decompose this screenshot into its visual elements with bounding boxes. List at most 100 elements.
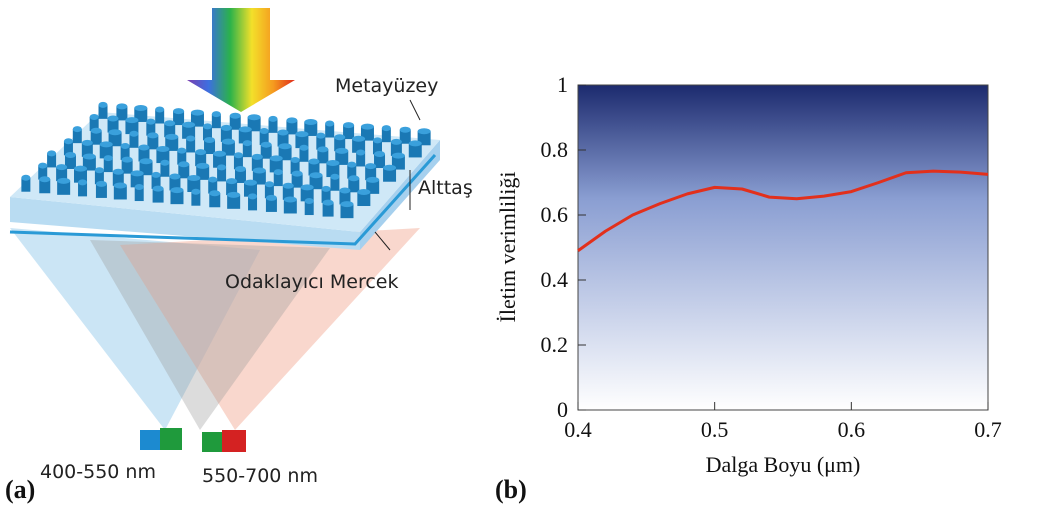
- pillar-top: [340, 201, 353, 207]
- pillar-top: [366, 177, 379, 183]
- pillar-top: [391, 139, 402, 145]
- pillar-top: [292, 171, 303, 177]
- pillar-top: [392, 153, 405, 159]
- pillar-top: [348, 175, 359, 181]
- pillar-top: [217, 164, 226, 170]
- pillar-top: [182, 122, 195, 128]
- pillar-top: [309, 159, 320, 165]
- pillar-top: [239, 126, 252, 132]
- plot-area: [578, 85, 988, 410]
- label: 400-550 nm: [40, 461, 156, 483]
- pillar-top: [291, 157, 300, 163]
- pillar-top: [356, 149, 365, 155]
- pillar-top: [134, 105, 147, 111]
- pillar-top: [374, 151, 385, 157]
- pillar-top: [343, 122, 354, 128]
- pillar-top: [108, 116, 119, 122]
- pillar-top: [226, 178, 237, 184]
- label: Odaklayıcı Mercek: [225, 271, 399, 293]
- cube: [160, 428, 182, 450]
- pillar-top: [125, 117, 138, 123]
- pillar-top: [153, 186, 164, 192]
- pillar-top: [326, 160, 339, 166]
- x-axis-label: Dalga Boyu (μm): [706, 452, 861, 477]
- pillar-top: [279, 143, 292, 149]
- pillar-top: [227, 192, 240, 198]
- pillar-top: [222, 139, 235, 145]
- pillar-top: [47, 150, 56, 156]
- pillar-top: [129, 131, 138, 137]
- x-tick-label: 0.7: [974, 417, 1002, 442]
- pillar-top: [164, 120, 175, 126]
- x-tick-label: 0.5: [701, 417, 729, 442]
- pillar-top: [109, 129, 122, 135]
- pillar-top: [122, 157, 133, 163]
- cube: [222, 430, 246, 452]
- pillar-top: [373, 137, 382, 143]
- y-tick-label: 0.6: [541, 202, 569, 227]
- pillar-top: [21, 175, 30, 181]
- pillar-top: [335, 148, 348, 154]
- pillar-top: [160, 160, 169, 166]
- pillar-top: [283, 183, 294, 189]
- pillar-top: [330, 174, 339, 180]
- pillar-top: [322, 186, 331, 192]
- pillar-top: [156, 146, 169, 152]
- pillar-top: [195, 149, 206, 155]
- pillar-top: [169, 173, 180, 179]
- pillar-top: [274, 169, 283, 175]
- pillar-top: [170, 187, 183, 193]
- pillar-top: [57, 178, 70, 184]
- pillar-top: [230, 113, 241, 119]
- pillar-top: [65, 152, 76, 158]
- pillar-top: [147, 132, 158, 138]
- pillar-top: [178, 161, 189, 167]
- pillar-top: [73, 126, 82, 132]
- pillar-top: [165, 134, 178, 140]
- pillar-top: [91, 128, 102, 134]
- pillar-top: [409, 140, 422, 146]
- pillar-top: [56, 164, 67, 170]
- light-arrow: [187, 8, 295, 112]
- pillar-top: [83, 154, 96, 160]
- pillar-top: [177, 148, 186, 154]
- pillar-top: [310, 172, 323, 178]
- y-tick-label: 1: [557, 72, 568, 97]
- pillar-top: [339, 187, 350, 193]
- pillar-top: [304, 119, 317, 125]
- pillar-top: [152, 172, 161, 178]
- pillar-top: [116, 103, 127, 109]
- label: Metayüzey: [335, 75, 438, 97]
- pillar-top: [286, 117, 297, 123]
- pillar-top: [90, 114, 99, 120]
- pillar-top: [96, 181, 107, 187]
- pillar-top: [196, 163, 209, 169]
- pillar-top: [38, 163, 47, 169]
- pillar-top: [252, 154, 263, 160]
- y-axis-label: İletim verimliliği: [495, 172, 520, 323]
- pillar-top: [244, 180, 257, 186]
- pillar-top: [269, 116, 278, 122]
- pillar-top: [248, 193, 257, 199]
- pillar-top: [266, 195, 277, 201]
- pillar-top: [305, 198, 314, 204]
- pillar-top: [361, 124, 374, 130]
- pillar-top: [234, 152, 243, 158]
- pillar-top: [284, 196, 297, 202]
- pillar-top: [82, 140, 93, 146]
- pillar-top: [146, 119, 155, 125]
- pillar-top: [64, 138, 73, 144]
- pillar-top: [383, 165, 396, 171]
- pillar-top: [221, 125, 232, 131]
- pillar-top: [382, 125, 391, 131]
- pillar-top: [135, 184, 144, 190]
- y-tick-label: 0.8: [541, 137, 569, 162]
- pillar-top: [352, 136, 365, 142]
- pillar-top: [104, 155, 113, 161]
- pillar-top: [191, 110, 204, 116]
- pillar-top: [317, 146, 328, 152]
- pillar-top: [365, 163, 376, 169]
- pillar-top: [113, 169, 124, 175]
- pillar-top: [301, 184, 314, 190]
- pillar-top: [99, 102, 108, 108]
